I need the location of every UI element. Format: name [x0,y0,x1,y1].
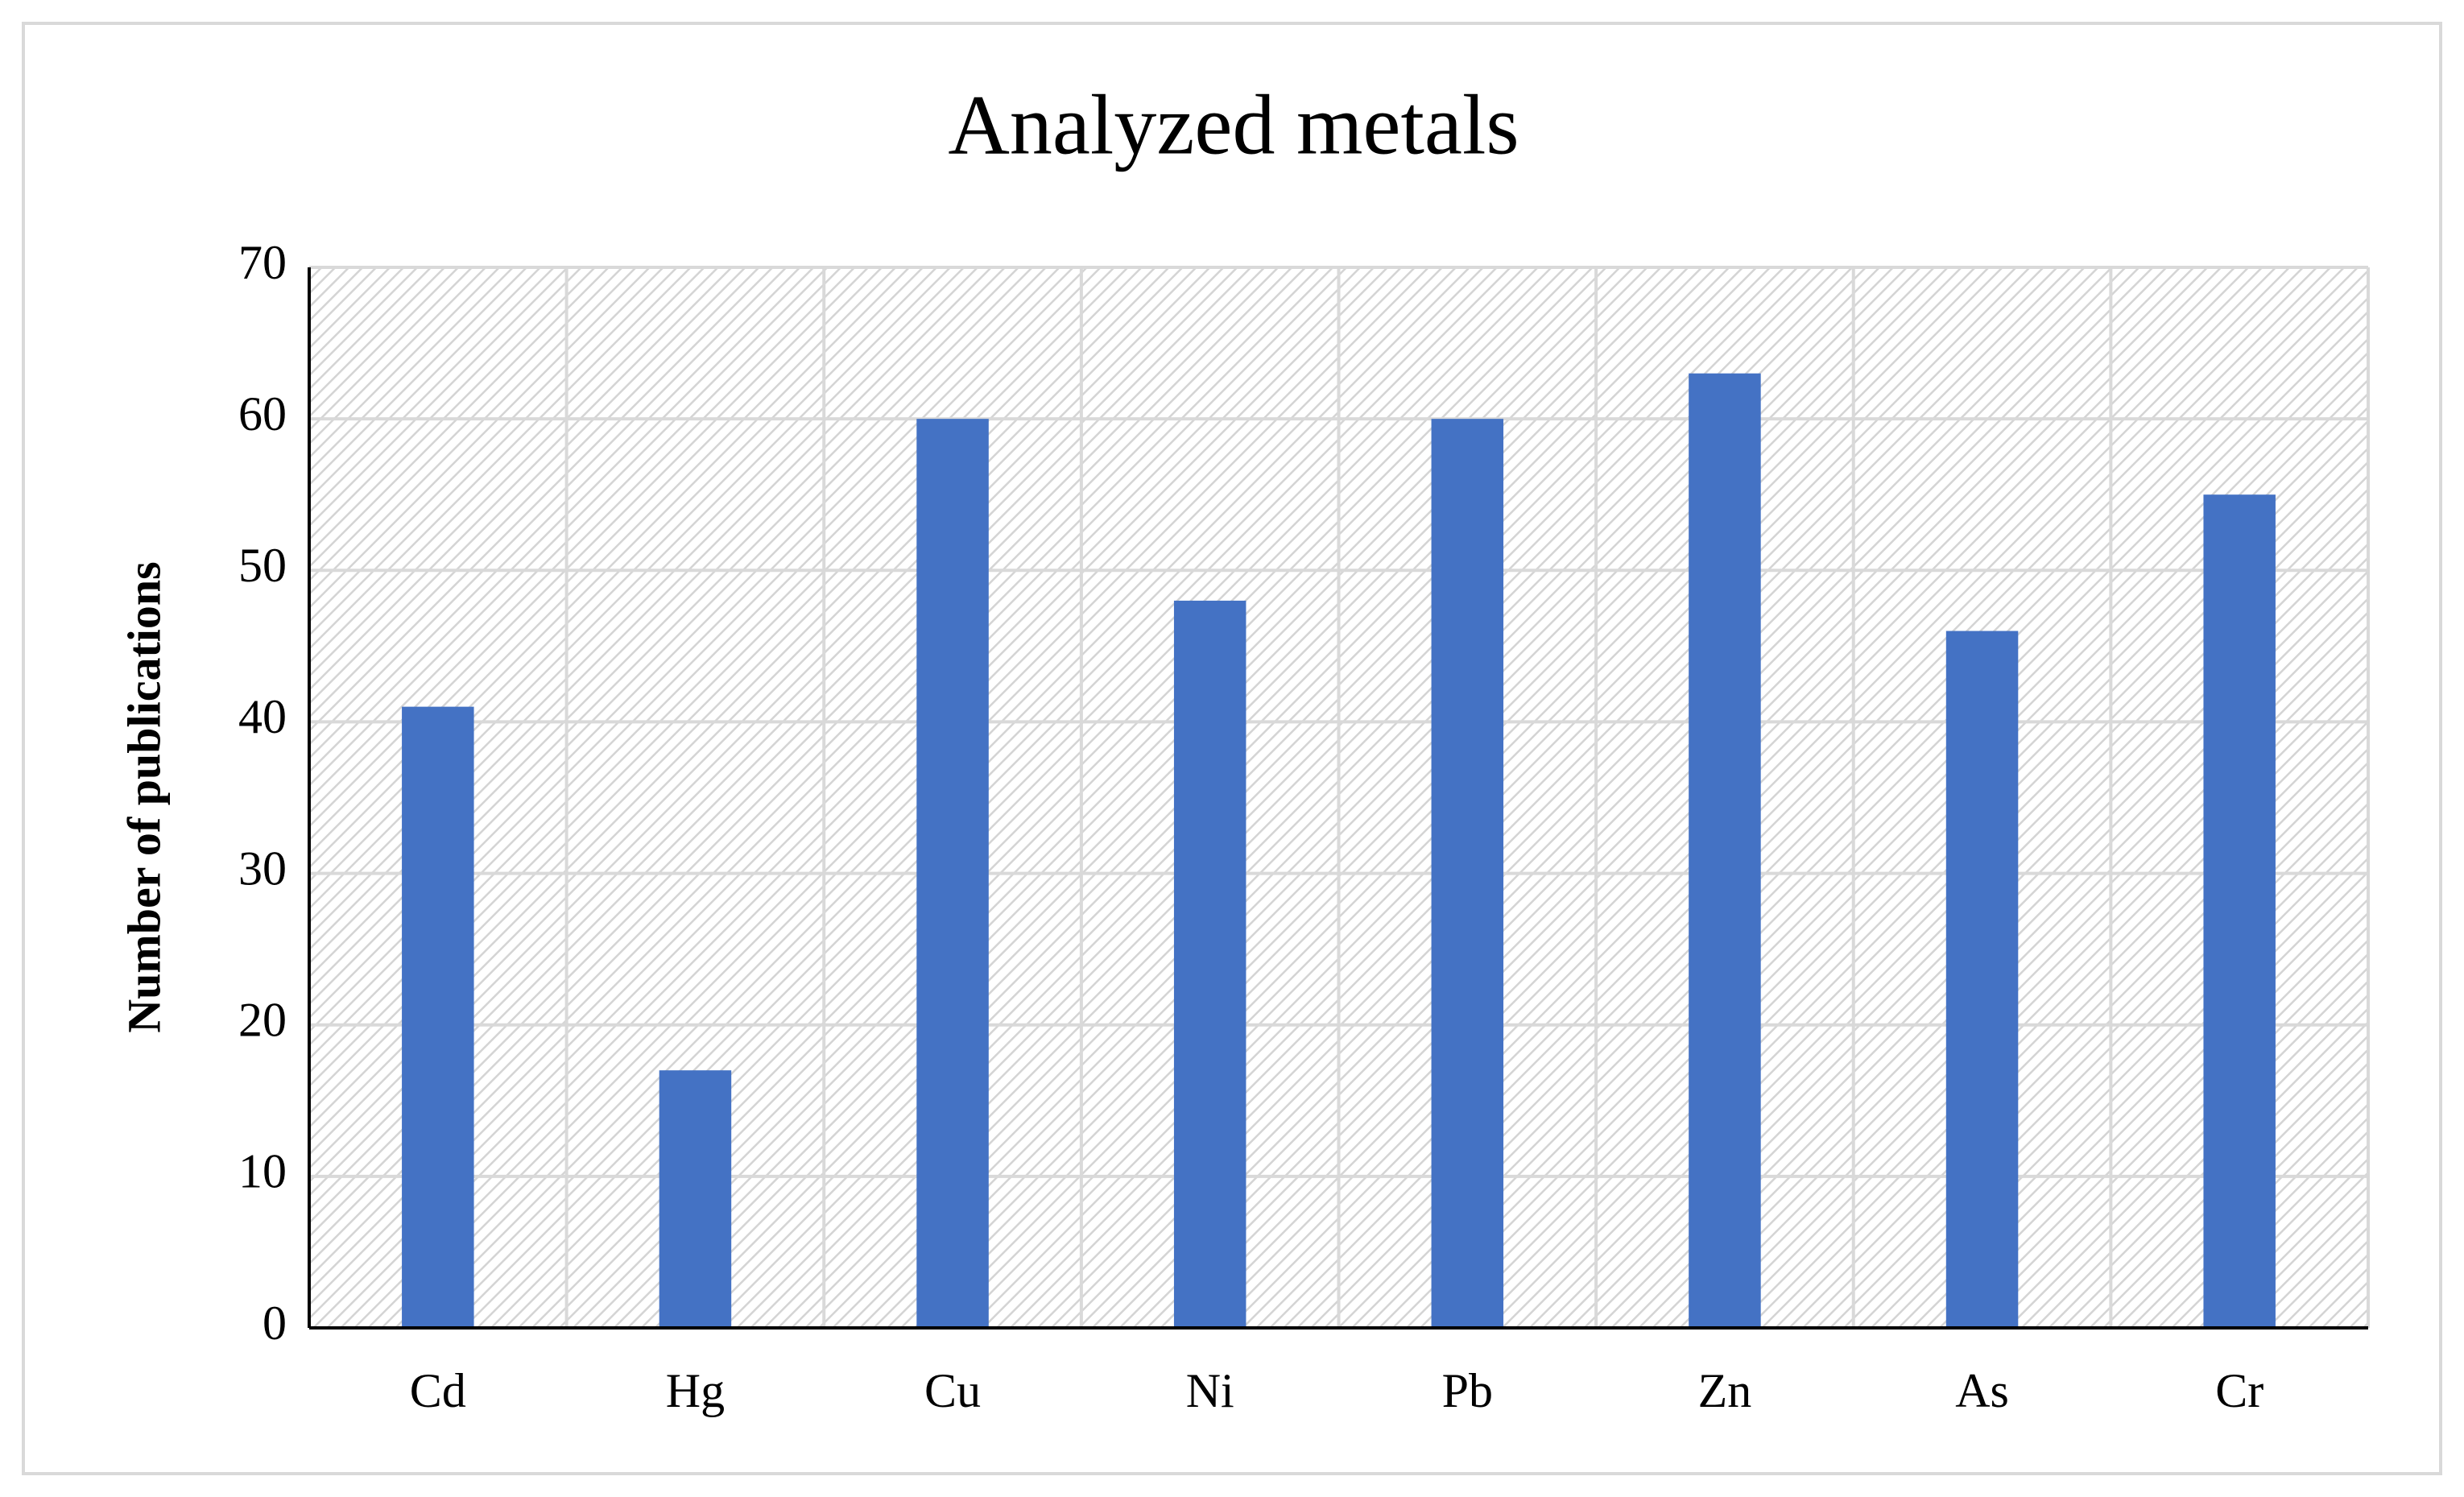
x-tick-label: As [1955,1364,2009,1417]
y-tick-label: 50 [238,539,287,592]
x-tick-label: Hg [666,1364,725,1417]
y-tick-label: 60 [238,387,287,440]
y-tick-label: 30 [238,842,287,895]
chart-title: Analyzed metals [948,77,1519,172]
y-tick-label: 70 [238,236,287,289]
bar [1945,631,2019,1328]
y-tick-label: 20 [238,993,287,1046]
y-axis-label: Number of publications [118,561,170,1032]
bar [1689,373,1761,1329]
y-tick-label: 10 [238,1145,287,1198]
y-tick-label: 0 [263,1296,287,1350]
bar [402,706,474,1328]
x-tick-label: Cu [924,1364,981,1417]
x-tick-label: Ni [1186,1364,1234,1417]
bar [916,419,989,1329]
x-tick-label: Cd [410,1364,466,1417]
bar [2203,494,2276,1328]
bar [1173,600,1246,1328]
y-tick-label: 40 [238,690,287,743]
x-tick-label: Pb [1442,1364,1493,1417]
x-tick-label: Cr [2215,1364,2263,1417]
x-tick-label: Zn [1698,1364,1752,1417]
bar [1431,419,1504,1329]
bar [659,1070,732,1328]
